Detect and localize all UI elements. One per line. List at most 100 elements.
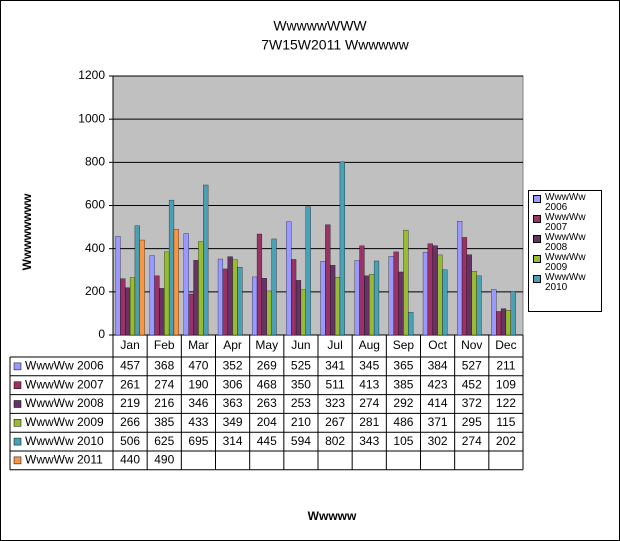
bar — [422, 251, 429, 336]
bar — [115, 236, 121, 336]
table-key — [13, 437, 22, 446]
legend-item: WwwWw 2010 — [533, 273, 601, 293]
table-cell: 274 — [359, 396, 379, 410]
y-tick-label: 1000 — [78, 111, 105, 125]
bar — [164, 251, 170, 336]
chart-title: WwwwwWWW — [273, 18, 367, 34]
x-tick-label: Aug — [359, 338, 380, 352]
table-cell: 314 — [223, 434, 243, 448]
x-tick-label: Oct — [428, 338, 447, 352]
table-cell: 352 — [223, 359, 243, 373]
table-cell: 266 — [120, 415, 140, 429]
table-cell: 274 — [154, 377, 174, 391]
table-cell: 445 — [257, 434, 277, 448]
y-axis-title: Wwwwwwww — [20, 193, 34, 270]
legend-item: WwwWw 2008 — [533, 233, 601, 253]
table-cell: 371 — [428, 415, 448, 429]
bar — [193, 260, 199, 336]
table-cell: 413 — [359, 377, 379, 391]
bar — [252, 276, 258, 336]
table-cell: 202 — [496, 434, 516, 448]
table-row-label: WwwWw 2008 — [25, 396, 104, 410]
table-cell: 506 — [120, 434, 140, 448]
table-cell: 210 — [291, 415, 311, 429]
table-row-label: WwwWw 2006 — [25, 359, 104, 373]
x-tick-label: Jul — [327, 338, 342, 352]
table-cell: 363 — [223, 396, 243, 410]
table-cell: 274 — [462, 434, 482, 448]
table-key — [13, 400, 22, 408]
table-cell: 423 — [428, 377, 448, 391]
table-key — [13, 381, 22, 389]
bar — [491, 289, 497, 336]
bar — [198, 241, 204, 336]
legend-label: WwwWw 2008 — [545, 232, 586, 253]
table-key — [13, 419, 22, 427]
table-cell: 452 — [462, 377, 482, 391]
table-cell: 594 — [291, 434, 311, 448]
y-tick-label: 800 — [85, 155, 105, 169]
table-cell: 269 — [257, 359, 277, 373]
bar — [496, 311, 502, 336]
table-cell: 253 — [291, 396, 311, 410]
bar — [364, 275, 370, 336]
table-cell: 190 — [188, 377, 208, 391]
table-row-label: WwwWw 2007 — [25, 377, 104, 391]
bar — [203, 184, 209, 336]
x-axis-title: Wwwww — [308, 509, 357, 523]
table-cell: 440 — [120, 453, 140, 467]
bar — [173, 229, 179, 336]
table-cell: 295 — [462, 415, 482, 429]
bar — [442, 269, 448, 336]
bar — [476, 275, 482, 336]
x-tick-label: Dec — [495, 338, 516, 352]
legend-swatch — [533, 255, 541, 263]
bar — [461, 237, 468, 336]
bar — [388, 256, 394, 336]
x-tick-label: Sep — [393, 338, 415, 352]
bar — [159, 288, 165, 336]
bar — [305, 206, 311, 336]
table-cell: 527 — [462, 359, 482, 373]
table-cell: 368 — [154, 359, 174, 373]
bar — [408, 312, 414, 336]
bar — [149, 255, 155, 336]
y-tick-label: 400 — [85, 241, 105, 255]
legend-label: WwwWw 2009 — [545, 252, 586, 273]
y-tick-label: 200 — [85, 284, 105, 298]
bar — [232, 259, 238, 336]
legend-label: WwwWw 2006 — [545, 192, 586, 213]
x-tick-label: Nov — [461, 338, 482, 352]
bar — [261, 278, 267, 336]
table-cell: 385 — [154, 415, 174, 429]
bar — [222, 268, 228, 336]
legend: WwwWw 2006 WwwWw 2007 WwwWw 2008 WwwWw 2009… — [528, 190, 602, 312]
bar — [183, 233, 189, 336]
bar — [300, 289, 306, 336]
table-cell: 219 — [120, 396, 140, 410]
legend-label: WwwWw 2007 — [545, 212, 586, 233]
table-key — [13, 456, 22, 465]
bar — [295, 280, 302, 336]
table-cell: 385 — [393, 377, 413, 391]
table-cell: 216 — [154, 396, 174, 410]
table-cell: 323 — [325, 396, 345, 410]
table-cell: 115 — [496, 415, 515, 429]
bar — [471, 271, 477, 336]
legend-item: WwwWw 2007 — [533, 213, 601, 233]
x-tick-label: Jun — [291, 338, 310, 352]
table-cell: 372 — [462, 396, 482, 410]
bar — [291, 259, 297, 336]
table-cell: 281 — [359, 415, 379, 429]
legend-swatch — [533, 195, 541, 203]
table-cell: 468 — [257, 377, 277, 391]
table-cell: 261 — [120, 377, 140, 391]
table-cell: 302 — [428, 434, 448, 448]
table-cell: 211 — [496, 359, 515, 373]
bar — [505, 310, 511, 336]
table-cell: 414 — [428, 396, 448, 410]
table-cell: 525 — [291, 359, 311, 373]
legend-item: WwwWw 2009 — [533, 253, 601, 273]
